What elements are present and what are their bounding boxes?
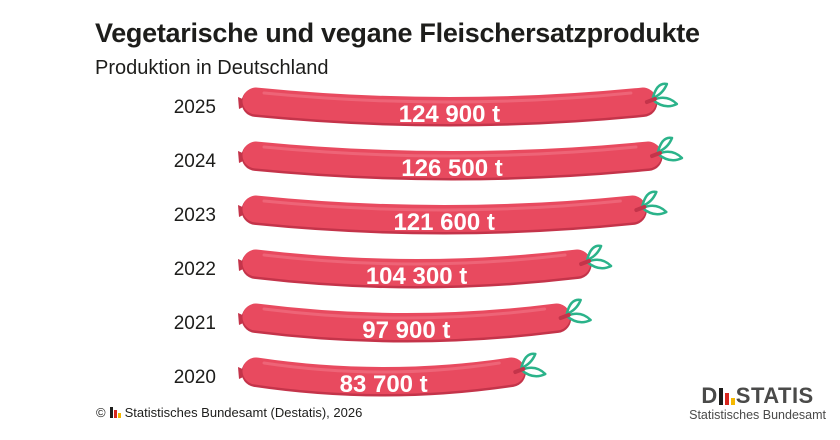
source-footer: © Statistisches Bundesamt (Destatis), 20… xyxy=(96,405,362,420)
year-label: 2021 xyxy=(174,313,216,334)
sausage-bar xyxy=(242,141,662,178)
leaf-icon xyxy=(650,136,684,162)
sausage-highlight xyxy=(262,145,638,158)
leaf-icon xyxy=(558,298,592,324)
sausage-row: 2024 126 500 t xyxy=(174,136,684,182)
sausage-row: 2020 83 700 t xyxy=(174,352,547,398)
sausage-bar xyxy=(242,195,646,232)
logo-subtitle: Statistisches Bundesamt xyxy=(689,408,826,422)
sausage-highlight xyxy=(262,361,501,374)
year-label: 2022 xyxy=(174,259,216,280)
leaf-icon xyxy=(513,352,547,378)
value-label: 97 900 t xyxy=(362,317,450,344)
value-label: 83 700 t xyxy=(340,371,428,398)
value-label: 121 600 t xyxy=(393,209,494,236)
sausage-highlight xyxy=(262,199,622,212)
sausage-bar xyxy=(242,249,591,286)
value-label: 104 300 t xyxy=(366,263,467,290)
destatis-logo: D STATIS Statistisches Bundesamt xyxy=(689,385,826,423)
sausage-row: 2021 97 900 t xyxy=(174,298,592,344)
year-label: 2024 xyxy=(174,151,217,172)
value-label: 126 500 t xyxy=(401,155,502,182)
logo-wordmark: D STATIS xyxy=(689,385,826,407)
logo-word-start: D xyxy=(701,383,718,408)
sausage-bar xyxy=(242,303,571,340)
year-label: 2020 xyxy=(174,367,216,388)
leaf-icon xyxy=(644,82,679,108)
sausage-highlight xyxy=(262,307,547,320)
sausage-highlight xyxy=(262,91,633,104)
sausage-row: 2025 124 900 t xyxy=(174,82,679,128)
leaf-icon xyxy=(579,244,613,270)
chart-title: Vegetarische und vegane Fleischersatzpro… xyxy=(95,18,700,48)
sausage-row: 2022 104 300 t xyxy=(174,244,613,290)
flag-icon xyxy=(109,407,121,418)
sausage-highlight xyxy=(262,253,567,266)
source-text: Statistisches Bundesamt (Destatis), 2026 xyxy=(124,405,363,420)
copyright-symbol: © xyxy=(96,405,106,420)
sausage-row: 2023 121 600 t xyxy=(174,190,668,236)
leaf-icon xyxy=(634,190,668,216)
chart-subtitle: Produktion in Deutschland xyxy=(95,57,329,79)
year-label: 2025 xyxy=(174,97,216,118)
logo-word-end: STATIS xyxy=(735,383,814,408)
value-label: 124 900 t xyxy=(399,101,500,128)
year-label: 2023 xyxy=(174,205,216,226)
logo-flag-bars-icon xyxy=(718,388,735,405)
sausage-bar xyxy=(242,87,657,124)
sausage-bar xyxy=(242,357,525,394)
